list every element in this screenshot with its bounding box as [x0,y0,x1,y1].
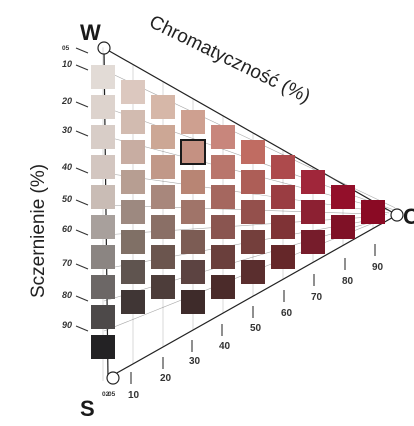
color-swatch [211,185,235,209]
blackness-tick [75,101,89,108]
highlighted-swatch [180,139,206,165]
color-corner-circle [390,208,404,222]
blackness-tick [75,64,89,71]
blackness-axis-title: Sczernienie (%) [28,164,49,298]
color-swatch [121,110,145,134]
color-swatch [241,260,265,284]
color-swatch [91,305,115,329]
blackness-tick [75,295,89,302]
black-corner-label: S [80,396,95,421]
color-swatch [271,155,295,179]
color-swatch [151,125,175,149]
blackness-scale-label: 60 [62,224,72,234]
color-swatch [121,140,145,164]
chromaticness-scale-label: 02 [102,391,110,398]
color-swatch [301,200,325,224]
color-swatch [241,200,265,224]
blackness-scale-label: 40 [61,162,72,172]
color-swatch [121,290,145,314]
chromaticness-scale-label: 90 [372,262,384,273]
chromaticness-scale-label: 70 [311,292,323,303]
black-corner-circle [106,371,120,385]
color-swatch [211,155,235,179]
blackness-grid-line [103,69,396,209]
chromaticness-scale-label: 40 [219,341,231,352]
blackness-scale-label: 90 [62,320,72,330]
chromaticness-scale-label: 60 [281,308,293,319]
color-swatch [121,80,145,104]
color-swatch [181,260,205,284]
color-swatch [181,170,205,194]
color-swatch [241,140,265,164]
color-swatch [121,170,145,194]
blackness-scale-label: 05 [62,45,70,52]
color-swatch [181,110,205,134]
color-swatch [301,230,325,254]
blackness-scale-label: 30 [62,125,72,135]
color-swatch [211,275,235,299]
color-swatch [91,95,115,119]
color-swatch [331,185,355,209]
color-swatch [241,230,265,254]
color-swatch [121,230,145,254]
color-swatch [271,185,295,209]
blackness-tick [75,325,89,332]
blackness-tick [75,130,89,137]
color-swatch [91,215,115,239]
color-swatch [91,155,115,179]
blackness-scale-label: 70 [62,258,72,268]
bottom-triangle-edge [107,214,398,379]
color-swatch [211,245,235,269]
blackness-tick [75,199,89,206]
color-swatch [121,200,145,224]
chromaticness-scale-label: 50 [250,323,262,334]
color-swatch [151,275,175,299]
color-swatch [151,215,175,239]
chromaticness-scale-label: 05 [108,391,116,398]
color-swatch [211,215,235,239]
color-swatch [91,185,115,209]
blackness-scale-label: 80 [62,290,72,300]
color-swatch [241,170,265,194]
blackness-tick [75,229,89,236]
color-swatch [331,215,355,239]
white-corner-label: W [80,20,101,45]
color-swatch [271,245,295,269]
chromaticness-axis-title: Chromatyczność (%) [146,12,314,108]
color-swatch [91,245,115,269]
chromaticness-scale-label: 10 [128,390,140,401]
color-swatch [151,155,175,179]
color-swatch [271,215,295,239]
color-swatch [181,290,205,314]
blackness-tick [75,167,89,174]
color-swatch [361,200,385,224]
color-swatch [91,65,115,89]
color-swatch [151,185,175,209]
chromaticness-scale-label: 30 [189,356,201,367]
blackness-scale: 05 10 20 30 40 50 60 70 80 90 [61,45,72,330]
color-swatch [151,245,175,269]
blackness-tick [75,47,89,54]
white-corner-circle [97,41,111,55]
blackness-tick [75,263,89,270]
blackness-scale-label: 10 [62,59,72,69]
color-swatch [301,170,325,194]
blackness-scale-label: 20 [61,96,72,106]
color-swatch [211,125,235,149]
color-swatch [91,335,115,359]
blackness-scale-label: 50 [62,194,72,204]
chromaticness-scale-label: 80 [342,276,354,287]
color-swatch [121,260,145,284]
chromaticness-scale-label: 20 [160,373,172,384]
color-swatch [181,230,205,254]
color-swatch [91,275,115,299]
color-corner-label: C [403,204,414,229]
color-swatch [181,200,205,224]
color-swatch [151,95,175,119]
color-swatch [91,125,115,149]
swatch-grid [91,65,385,359]
